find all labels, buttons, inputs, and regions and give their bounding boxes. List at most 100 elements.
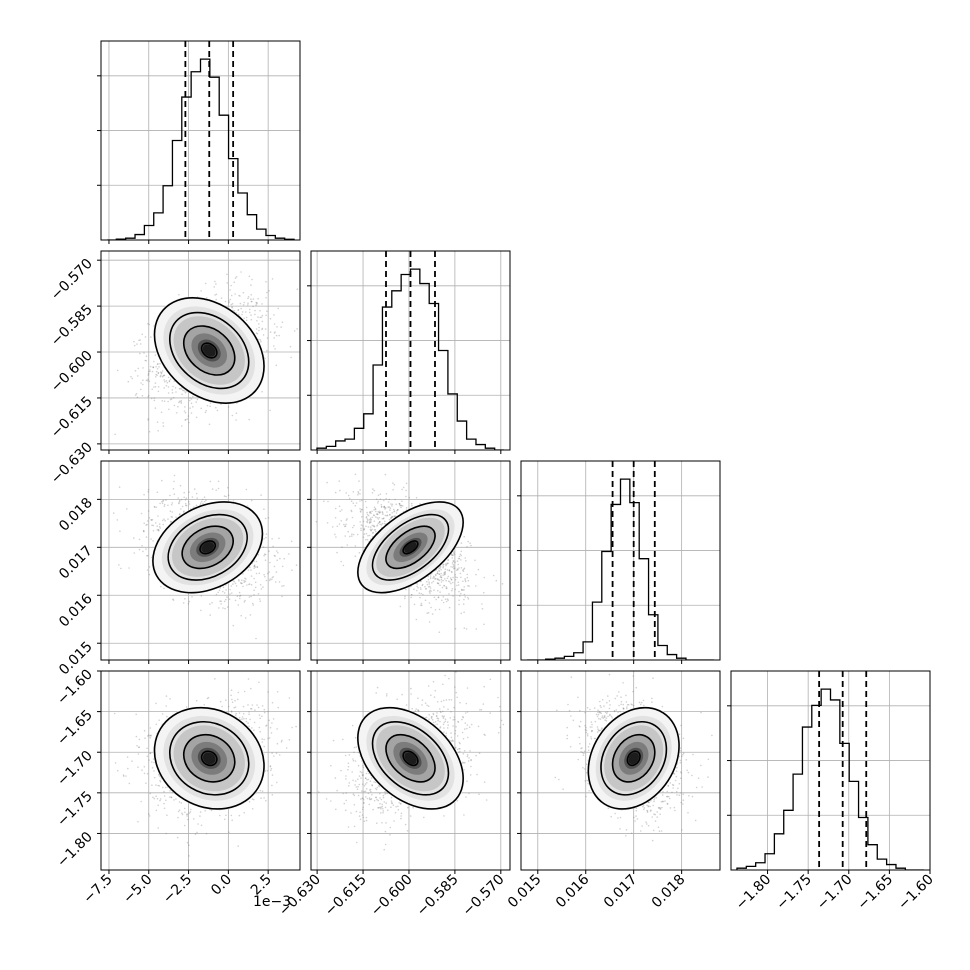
scatter-point bbox=[456, 568, 459, 570]
scatter-point bbox=[160, 371, 162, 373]
scatter-point bbox=[475, 573, 477, 576]
scatter-point bbox=[344, 525, 346, 528]
scatter-point bbox=[365, 516, 368, 519]
contour-2 bbox=[385, 525, 436, 570]
scatter-point bbox=[420, 604, 422, 606]
scatter-point bbox=[209, 402, 212, 404]
scatter-point bbox=[266, 310, 268, 313]
scatter-point bbox=[186, 418, 188, 420]
scatter-point bbox=[142, 529, 145, 532]
scatter-point bbox=[437, 578, 440, 581]
scatter-point bbox=[200, 500, 203, 503]
scatter-point bbox=[369, 511, 372, 513]
scatter-point bbox=[147, 418, 150, 420]
scatter-point bbox=[391, 503, 394, 506]
scatter-point bbox=[189, 399, 191, 402]
scatter-point bbox=[264, 575, 266, 578]
scatter-point bbox=[463, 567, 466, 570]
histogram-2 bbox=[526, 478, 715, 660]
scatter-point bbox=[464, 557, 467, 559]
scatter-point bbox=[248, 275, 251, 278]
scatter-point bbox=[251, 300, 253, 303]
scatter-point bbox=[394, 498, 396, 501]
contour-3 bbox=[200, 342, 218, 359]
scatter-point bbox=[258, 329, 260, 332]
scatter-point bbox=[165, 786, 167, 789]
scatter-point bbox=[148, 394, 150, 397]
scatter-point bbox=[360, 524, 363, 526]
scatter-point bbox=[140, 512, 143, 515]
scatter-point bbox=[239, 597, 241, 600]
scatter-point bbox=[426, 580, 428, 583]
scatter-point bbox=[363, 528, 366, 531]
scatter-point bbox=[367, 514, 370, 517]
scatter-point bbox=[428, 581, 430, 583]
scatter-point bbox=[338, 480, 341, 482]
scatter-point bbox=[366, 520, 368, 523]
scatter-point bbox=[180, 399, 182, 402]
scatter-point bbox=[275, 571, 278, 573]
scatter-point bbox=[256, 332, 259, 335]
scatter-point bbox=[342, 564, 345, 567]
scatter-point bbox=[434, 573, 437, 576]
scatter-point bbox=[160, 585, 162, 588]
scatter-point bbox=[240, 271, 242, 273]
scatter-point bbox=[149, 369, 151, 371]
scatter-point bbox=[247, 569, 250, 571]
scatter-point bbox=[159, 375, 162, 378]
scatter-point bbox=[376, 513, 378, 515]
scatter-point bbox=[258, 714, 261, 716]
scatter-point bbox=[334, 533, 336, 536]
scatter-point bbox=[281, 595, 283, 598]
scatter-point bbox=[148, 430, 151, 433]
scatter-point bbox=[398, 502, 401, 505]
scatter-point bbox=[405, 507, 408, 509]
scatter-point bbox=[250, 298, 252, 300]
scatter-point bbox=[336, 525, 339, 528]
scatter-point bbox=[460, 550, 463, 553]
scatter-point bbox=[232, 583, 234, 585]
scatter-point bbox=[131, 377, 133, 380]
scatter-point bbox=[369, 511, 372, 513]
scatter-point bbox=[373, 509, 375, 511]
scatter-point bbox=[446, 598, 449, 600]
scatter-point bbox=[141, 545, 143, 547]
scatter-point bbox=[133, 344, 136, 347]
scatter-point bbox=[214, 280, 216, 283]
scatter-point bbox=[134, 369, 137, 372]
scatter-point bbox=[360, 529, 362, 531]
scatter-point bbox=[278, 537, 280, 540]
scatter-point bbox=[182, 389, 185, 392]
scatter-point bbox=[429, 589, 431, 592]
scatter-point bbox=[411, 504, 413, 507]
scatter-point bbox=[447, 559, 450, 561]
scatter-point bbox=[445, 563, 448, 565]
scatter-point bbox=[456, 584, 458, 587]
scatter-point bbox=[421, 584, 424, 587]
scatter-point bbox=[145, 536, 148, 538]
scatter-point bbox=[398, 503, 401, 505]
scatter-point bbox=[274, 581, 277, 583]
scatter-point bbox=[443, 585, 445, 587]
scatter-point bbox=[143, 522, 145, 525]
scatter-point bbox=[114, 433, 116, 436]
scatter-point bbox=[126, 508, 128, 510]
scatter-point bbox=[171, 791, 174, 794]
scatter-point bbox=[178, 500, 181, 503]
scatter-point bbox=[454, 573, 457, 576]
scatter-point bbox=[366, 538, 369, 541]
scatter-point bbox=[238, 591, 241, 594]
scatter-point bbox=[436, 571, 439, 573]
scatter-point bbox=[359, 508, 361, 510]
scatter-point bbox=[351, 533, 353, 535]
scatter-point bbox=[346, 544, 349, 546]
scatter-point bbox=[399, 504, 401, 507]
contour-0 bbox=[153, 297, 265, 404]
scatter-point bbox=[448, 569, 451, 572]
scatter-point bbox=[368, 522, 371, 524]
scatter-point bbox=[158, 525, 161, 528]
scatter-point bbox=[275, 752, 278, 755]
scatter-point bbox=[452, 563, 455, 566]
scatter-point bbox=[271, 576, 274, 579]
